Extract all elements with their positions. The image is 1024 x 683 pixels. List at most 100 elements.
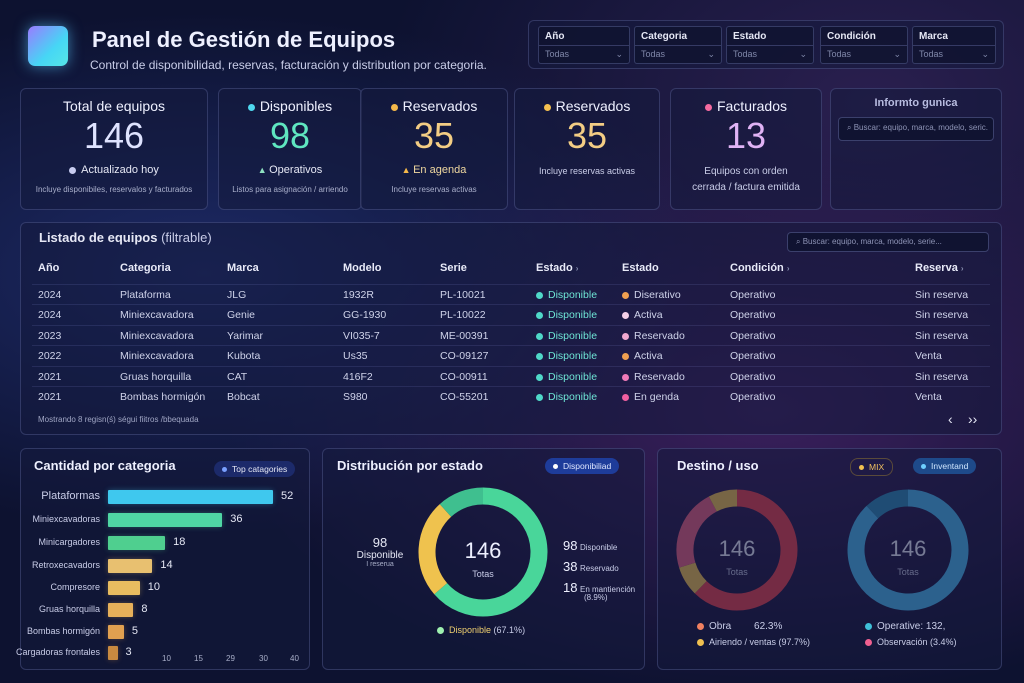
- filter-label: Estado: [727, 27, 813, 46]
- destination-chart-panel: [657, 448, 1002, 670]
- column-header[interactable]: Serie: [440, 262, 467, 274]
- bar: [108, 513, 223, 527]
- legend-item: 38 Reservado: [563, 559, 619, 574]
- info-search-input[interactable]: ⌕ Buscar: equipo, marca, modelo, seric.: [838, 117, 994, 141]
- column-header[interactable]: Año: [38, 262, 60, 274]
- bar-value: 18: [173, 536, 186, 548]
- kpi-status: Operativos: [269, 164, 323, 176]
- bar: [108, 603, 134, 617]
- table-cell: 2021: [38, 371, 62, 383]
- filter-1[interactable]: Categoria Todas ⌄: [634, 26, 722, 64]
- kpi-disponibles: Disponibles 98 ▲ Operativos Listos para …: [218, 88, 362, 210]
- table-cell: CO-00911: [440, 371, 488, 383]
- filter-4[interactable]: Marca Todas ⌄: [912, 26, 996, 64]
- sort-icon: ›: [575, 264, 579, 273]
- filter-0[interactable]: Año Todas ⌄: [538, 26, 630, 64]
- table-cell: En genda: [622, 391, 679, 403]
- bar-label: Gruas horquilla: [38, 604, 100, 614]
- dot-icon: [247, 103, 255, 111]
- availability-badge[interactable]: Disponibiliad: [545, 458, 620, 474]
- table-row[interactable]: 2024 Plataforma JLG 1932R PL-10021 Disponible…: [32, 284, 990, 304]
- kpi-value: 35: [413, 115, 455, 156]
- column-header[interactable]: Modelo: [343, 262, 382, 274]
- table-cell: Kubota: [227, 350, 261, 362]
- kpi-desc: Incluye reservas activas: [538, 166, 636, 176]
- table-row[interactable]: 2024 Miniexcavadora Genie GG-1930 PL-10022 Di…: [32, 304, 990, 324]
- filter-value: Todas: [919, 49, 944, 59]
- column-header[interactable]: Condición ›: [730, 262, 790, 274]
- kpi-reservados: Reservados 35 ▲ En agenda Incluye reserv…: [360, 88, 508, 210]
- kpi-total: Total de equipos 146 Actualizado hoy Inc…: [20, 88, 208, 210]
- table-search-input[interactable]: ⌕ Buscar: equipo, marca, modelo, serie..…: [787, 232, 989, 252]
- table-cell: Disponible: [536, 371, 597, 383]
- column-header[interactable]: Estado ›: [536, 262, 579, 274]
- bar: [108, 536, 166, 550]
- sort-icon: ›: [786, 264, 790, 273]
- table-cell: Disponible: [536, 350, 597, 362]
- table-cell: Disponible: [536, 309, 597, 321]
- legend-item: Operative: 132,: [865, 621, 945, 632]
- status-dot-icon: [536, 291, 543, 299]
- table-cell: Bombas hormigón: [120, 391, 206, 403]
- filter-3[interactable]: Condición Todas ⌄: [820, 26, 908, 64]
- kpi-value: 98: [269, 115, 311, 156]
- dot-icon: [704, 103, 712, 111]
- table-cell: Activa: [622, 309, 663, 321]
- bar-value: 14: [160, 559, 173, 571]
- top-categories-badge[interactable]: Top catagories: [214, 461, 296, 477]
- bar: [108, 625, 124, 639]
- table-cell: JLG: [227, 289, 247, 301]
- search-icon: ⌕: [796, 237, 803, 246]
- table-cell: Operativo: [730, 371, 776, 383]
- chevron-down-icon: ⌄: [799, 49, 807, 59]
- kpi-value: 13: [725, 115, 767, 156]
- table-row[interactable]: 2021 Gruas horquilla CAT 416F2 CO-00911 Dispo…: [32, 366, 990, 386]
- filter-value: Todas: [827, 49, 852, 59]
- kpi-status: En agenda: [413, 164, 467, 176]
- chart-title: Destino / uso: [677, 458, 759, 473]
- bar: [108, 646, 118, 660]
- table-row[interactable]: 2021 Bombas hormigón Bobcat S980 CO-55201 Dis…: [32, 386, 990, 406]
- table-cell: 1932R: [343, 289, 374, 301]
- bell-icon: ▲: [257, 165, 270, 175]
- dot-icon: [543, 103, 551, 111]
- table-cell: VI035-7: [343, 330, 380, 342]
- table-cell: Sin reserva: [915, 371, 969, 383]
- status-dot-icon: [622, 311, 629, 319]
- column-header[interactable]: Reserva ›: [915, 262, 964, 274]
- filter-2[interactable]: Estado Todas ⌄: [726, 26, 814, 64]
- table-cell: Diserativo: [622, 289, 681, 301]
- table-cell: Disponible: [536, 330, 597, 342]
- table-cell: 2021: [38, 391, 62, 403]
- table-footer: Mostrando 8 regisn(ś) ségui fiitros /bbe…: [38, 415, 199, 424]
- bar: [108, 490, 273, 504]
- mix-badge[interactable]: MIX: [850, 458, 894, 476]
- table-cell: 2022: [38, 350, 62, 362]
- bar: [108, 581, 140, 595]
- table-cell: PL-10021: [440, 289, 486, 301]
- table-cell: GG-1930: [343, 309, 387, 321]
- column-header[interactable]: Marca: [227, 262, 259, 274]
- search-placeholder: Buscar: equipo, marca, modelo, seric.: [853, 123, 988, 132]
- status-dot-icon: [69, 166, 77, 174]
- prev-page-button[interactable]: ‹: [948, 411, 953, 427]
- table-cell: Operativo: [730, 289, 776, 301]
- kpi-value: 35: [566, 115, 608, 156]
- status-dot-icon: [622, 393, 629, 401]
- table-row[interactable]: 2022 Miniexcavadora Kubota Us35 CO-09127 Disp…: [32, 345, 990, 365]
- column-header[interactable]: Estado: [622, 262, 659, 274]
- table-cell: Disponible: [536, 289, 597, 301]
- bar-value: 5: [131, 625, 138, 637]
- filter-value: Todas: [545, 49, 570, 59]
- next-page-button[interactable]: ››: [968, 411, 978, 427]
- app-logo: [28, 26, 68, 66]
- page-subtitle: Control de disponibilidad, reservas, fac…: [90, 58, 487, 72]
- bar-value: 36: [230, 513, 243, 525]
- donut-segment: [439, 487, 484, 518]
- inventory-badge[interactable]: Inventand: [913, 458, 977, 474]
- table-cell: Operativo: [730, 391, 776, 403]
- table-row[interactable]: 2023 Miniexcavadora Yarimar VI035-7 ME-00391…: [32, 325, 990, 345]
- kpi-reservados-2: Reservados 35 Incluye reservas activas: [514, 88, 660, 210]
- column-header[interactable]: Categoria: [120, 262, 171, 274]
- x-tick-label: 15: [194, 654, 203, 663]
